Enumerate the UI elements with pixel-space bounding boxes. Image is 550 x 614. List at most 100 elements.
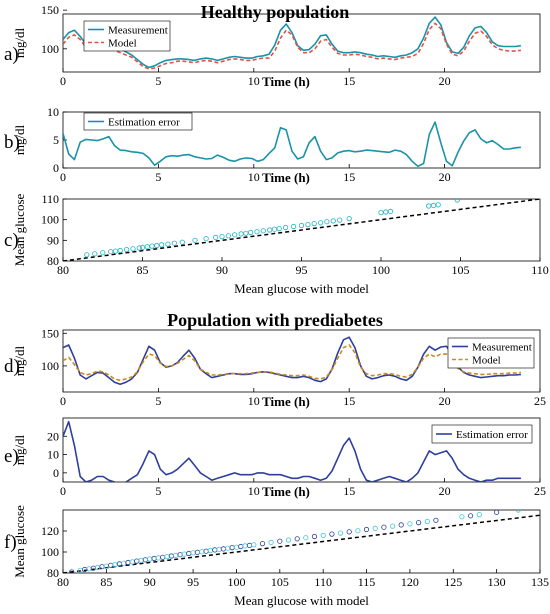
scatter-point [190, 550, 196, 556]
scatter-point [203, 236, 209, 242]
scatter-point [407, 521, 413, 527]
scatter-point [238, 231, 244, 237]
scatter-point [276, 226, 282, 232]
scatter-point [415, 519, 422, 526]
legend-box [83, 112, 193, 131]
scatter-point [181, 551, 187, 557]
scatter-point [337, 530, 344, 536]
x-axis-label: Mean glucose with model [234, 593, 369, 608]
panel-label: e) [4, 446, 19, 467]
identity-line [63, 514, 540, 573]
x-tick-label: 25 [534, 484, 546, 498]
series-line-1 [63, 16, 522, 69]
plot-marks [63, 121, 521, 168]
x-tick-label: 90 [144, 575, 156, 589]
y-tick-label: 150 [41, 3, 59, 17]
panel-label: b) [4, 132, 20, 153]
scatter-point [254, 229, 260, 235]
x-tick-label: 10 [248, 74, 260, 88]
x-tick-label: 15 [343, 74, 355, 88]
scatter-point [138, 557, 144, 564]
x-axis-label: Time (h) [262, 484, 310, 499]
scatter-point [387, 208, 394, 214]
y-tick-label: 80 [47, 254, 59, 268]
panel-label: f) [4, 532, 17, 553]
scatter-point [232, 232, 238, 238]
scatter-point [95, 564, 101, 571]
scatter-point [467, 513, 474, 519]
identity-line [63, 199, 540, 261]
scatter-point [515, 510, 521, 513]
legend-label: Measurement [472, 342, 532, 354]
scatter-point [433, 517, 439, 523]
scatter-point [363, 526, 370, 533]
scatter-point [84, 252, 90, 258]
plot-marks [63, 336, 521, 386]
scatter-point [303, 535, 309, 541]
scatter-point [136, 245, 142, 251]
scatter-point [355, 528, 361, 534]
plot-area-frame [62, 509, 541, 574]
scatter-point [383, 209, 389, 215]
scatter-point [99, 564, 105, 570]
scatter-point [144, 244, 150, 250]
scatter-point [282, 224, 289, 231]
x-tick-label: 135 [531, 575, 549, 589]
scatter-point [125, 559, 131, 566]
scatter-point [378, 210, 384, 216]
scatter-point [243, 230, 249, 236]
scatter-point [112, 248, 119, 254]
plot-area-frame [62, 417, 541, 483]
x-axis-label: Time (h) [262, 394, 310, 409]
x-tick-label: 120 [401, 575, 419, 589]
prediabetes-section-title: Population with prediabetes [167, 310, 383, 330]
x-tick-label: 130 [488, 575, 506, 589]
legend-label: Model [108, 38, 137, 50]
series-line-1 [63, 420, 521, 482]
scatter-point [129, 559, 135, 565]
scatter-point [372, 525, 378, 532]
legend-box [431, 424, 533, 444]
x-tick-label: 105 [452, 263, 470, 277]
x-tick-label: 90 [216, 263, 228, 277]
scatter-point [108, 562, 114, 568]
scatter-point [117, 247, 123, 254]
scatter-point [159, 242, 165, 248]
scatter-point [290, 223, 297, 230]
x-tick-label: 110 [531, 263, 549, 277]
scatter-point [100, 250, 106, 256]
x-tick-label: 95 [187, 575, 199, 589]
scatter-point [179, 239, 185, 245]
chart-panel-6: 80 85 90 95 100 105 110 115 120 125 130 135 80 100 120… [4, 505, 549, 608]
healthy-section-title: Healthy population [200, 2, 350, 22]
x-tick-label: 15 [343, 170, 355, 184]
scatter-point [121, 560, 127, 566]
y-axis-label: mg/dl [12, 345, 27, 376]
scatter-point [164, 553, 170, 560]
scatter-point [330, 218, 336, 224]
scatter-point [124, 247, 130, 253]
scatter-point [311, 533, 318, 540]
y-tick-label: 120 [41, 524, 59, 538]
panel-label: a) [4, 44, 19, 65]
scatter-point [165, 241, 171, 247]
scatter-point [108, 249, 114, 255]
y-tick-label: 0 [53, 161, 59, 175]
scatter-point [337, 217, 343, 223]
scatter-point [168, 553, 174, 559]
x-tick-label: 5 [155, 484, 161, 498]
scatter-point [160, 554, 166, 560]
scatter-point [154, 242, 160, 249]
chart-panel-5: 0 5 10 15 20 25 0 10 20 e)mg/dl Time (h) Estimation… [4, 417, 546, 499]
chart-panel-2: 0 5 10 15 20 0 5 10 b)mg/dl Time (h) Estimation er… [4, 105, 541, 185]
x-tick-label: 5 [155, 394, 161, 408]
plot-area-frame [62, 329, 541, 393]
x-tick-label: 20 [439, 394, 451, 408]
scatter-point [177, 552, 183, 558]
x-tick-label: 0 [60, 170, 66, 184]
scatter-point [248, 229, 254, 236]
x-tick-label: 100 [227, 575, 245, 589]
scatter-point [459, 514, 465, 520]
x-tick-label: 80 [57, 575, 69, 589]
